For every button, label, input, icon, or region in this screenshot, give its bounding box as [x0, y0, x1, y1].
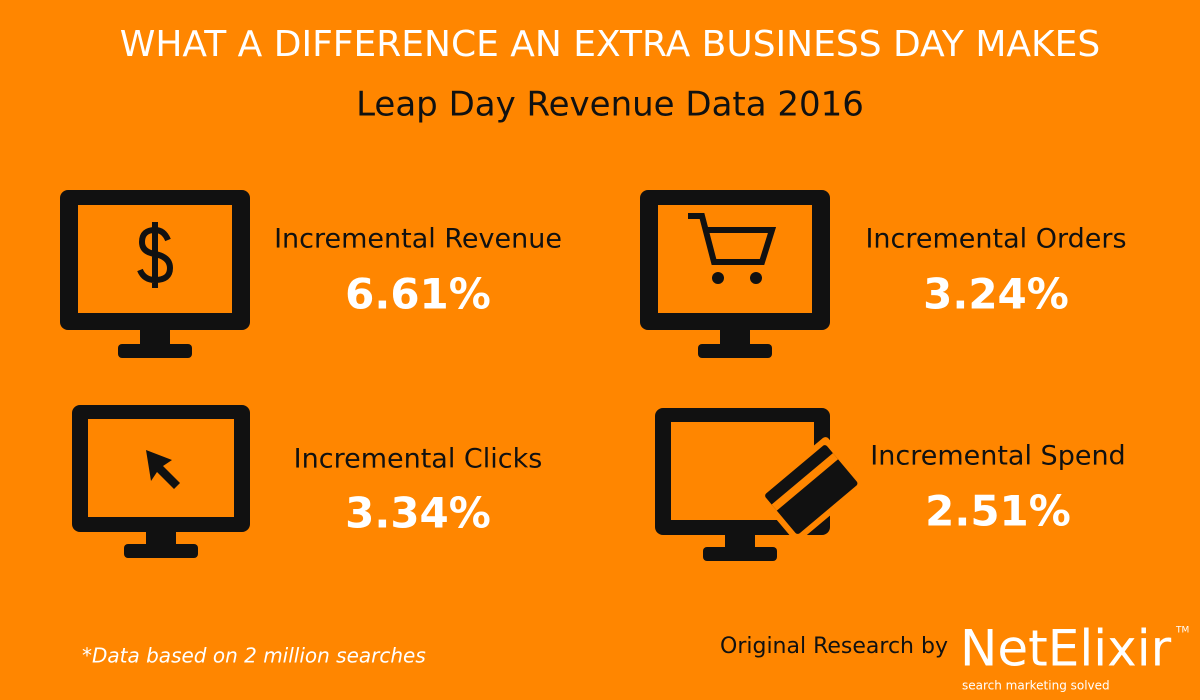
- orders-icon: [640, 190, 830, 358]
- metric-value: 6.61%: [345, 270, 491, 319]
- logo-tagline: search marketing solved: [962, 679, 1110, 693]
- subtitle: Leap Day Revenue Data 2016: [356, 85, 864, 125]
- clicks-icon: [72, 405, 250, 558]
- metric-value: 2.51%: [925, 487, 1071, 536]
- revenue-icon: [60, 190, 250, 358]
- metric-label: Incremental Orders: [865, 224, 1126, 255]
- metric-value: 3.24%: [923, 270, 1069, 319]
- logo-trademark: TM: [1175, 626, 1189, 636]
- spend-icon: [655, 408, 866, 561]
- metric-label: Incremental Revenue: [274, 224, 562, 255]
- credit: Original Research by: [720, 634, 948, 659]
- footnote: *Data based on 2 million searches: [82, 644, 426, 668]
- metric-label: Incremental Clicks: [294, 444, 543, 475]
- title: WHAT A DIFFERENCE AN EXTRA BUSINESS DAY …: [120, 24, 1101, 65]
- metric-label: Incremental Spend: [870, 441, 1125, 472]
- logo: NetElixir: [960, 620, 1172, 678]
- metric-value: 3.34%: [345, 489, 491, 538]
